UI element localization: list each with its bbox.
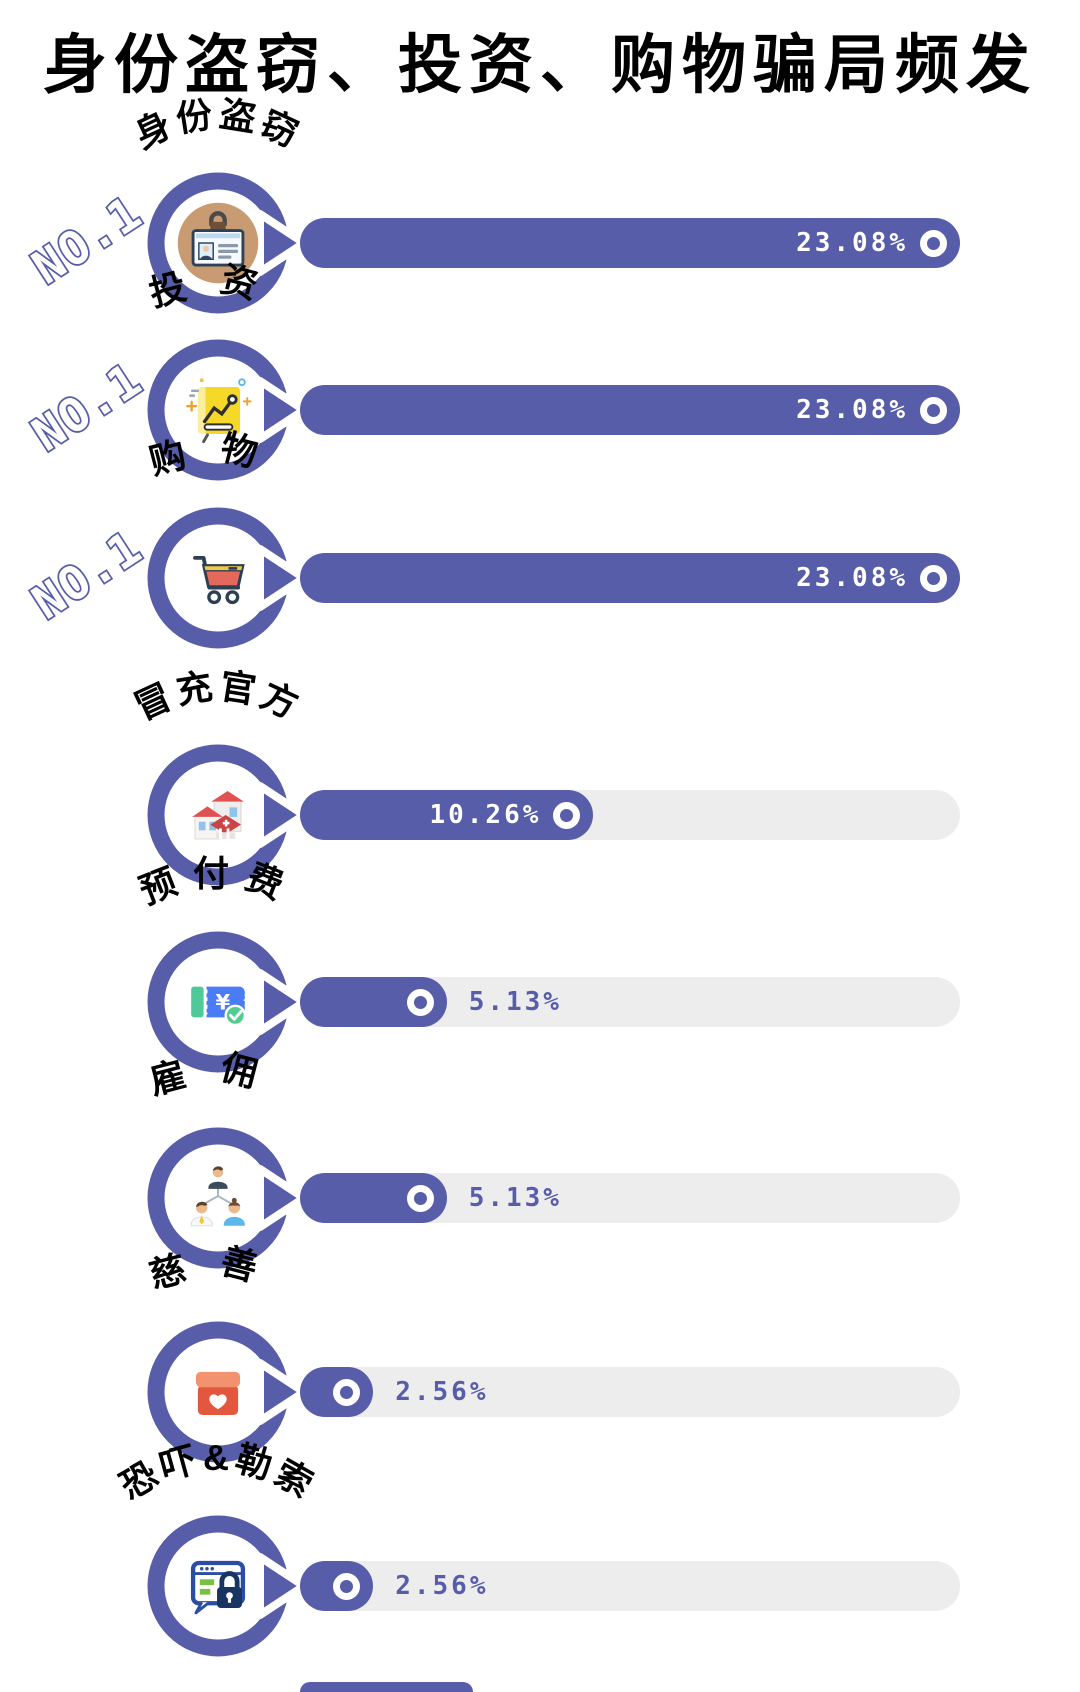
bar-track: 23.08% bbox=[300, 553, 960, 603]
bubble-pointer bbox=[256, 210, 308, 276]
id-card-icon bbox=[172, 197, 264, 289]
bar-fill: 23.08% bbox=[300, 553, 960, 603]
bubble-pointer bbox=[256, 782, 308, 848]
bar-value-label: 5.13% bbox=[468, 987, 562, 1017]
bar-value-label: 2.56% bbox=[395, 1571, 489, 1601]
bar-fill bbox=[300, 1173, 447, 1223]
ring-icon bbox=[333, 1572, 361, 1600]
browser-lock-icon bbox=[172, 1540, 264, 1632]
bar-value-label: 23.08% bbox=[796, 228, 908, 258]
ring-icon bbox=[406, 1184, 434, 1212]
charity-gift-icon bbox=[172, 1346, 264, 1438]
bar-track: 5.13% bbox=[300, 1173, 960, 1223]
ring-icon bbox=[920, 564, 947, 592]
rank-badge-text: NO.1 bbox=[23, 520, 152, 630]
bubble-pointer bbox=[256, 1165, 308, 1231]
bar-fill: 23.08% bbox=[300, 218, 960, 268]
prepaid-ticket-icon: ¥ bbox=[172, 956, 264, 1048]
bar-value-label: 23.08% bbox=[796, 395, 908, 425]
official-buildings-icon bbox=[172, 769, 264, 861]
ring-icon bbox=[920, 229, 947, 257]
bubble-pointer bbox=[256, 545, 308, 611]
ring-icon bbox=[333, 1378, 361, 1406]
rank-badge-text: NO.1 bbox=[23, 185, 152, 295]
bubble-pointer bbox=[256, 377, 308, 443]
bar-value-label: 5.13% bbox=[468, 1183, 562, 1213]
ring-icon bbox=[406, 988, 434, 1016]
bar-fill bbox=[300, 1561, 374, 1611]
bar-fill: 10.26% bbox=[300, 790, 594, 840]
page-title: 身份盗窃、投资、购物骗局频发 bbox=[43, 29, 1037, 101]
bar-fill bbox=[300, 1367, 374, 1417]
bar-fill: 23.08% bbox=[300, 385, 960, 435]
svg-text:冒充官方: 冒充官方 bbox=[128, 665, 308, 728]
bar-track: 23.08% bbox=[300, 385, 960, 435]
bubble-pointer bbox=[256, 969, 308, 1035]
bar-value-label: 23.08% bbox=[796, 563, 908, 593]
bar-track: 10.26% bbox=[300, 790, 960, 840]
bar-track: 5.13% bbox=[300, 977, 960, 1027]
category-label: 冒充官方 bbox=[128, 665, 304, 728]
employment-orgchart-icon bbox=[172, 1152, 264, 1244]
ring-icon bbox=[920, 396, 947, 424]
bar-value-label: 2.56% bbox=[395, 1377, 489, 1407]
bar-value-label: 10.26% bbox=[429, 800, 542, 830]
bar-fill bbox=[300, 977, 447, 1027]
icon-bubble bbox=[147, 1127, 308, 1269]
partial-next-bar bbox=[300, 1682, 473, 1692]
bar-track: 2.56% bbox=[300, 1561, 960, 1611]
bar-track: 23.08% bbox=[300, 218, 960, 268]
rank-badge-text: NO.1 bbox=[23, 352, 152, 462]
svg-text:¥: ¥ bbox=[215, 990, 230, 1015]
bubble-pointer bbox=[256, 1553, 308, 1619]
bar-track: 2.56% bbox=[300, 1367, 960, 1417]
investment-chart-icon bbox=[172, 364, 264, 456]
ring-icon bbox=[553, 801, 581, 829]
bubble-pointer bbox=[256, 1359, 308, 1425]
shopping-cart-icon bbox=[172, 532, 264, 624]
